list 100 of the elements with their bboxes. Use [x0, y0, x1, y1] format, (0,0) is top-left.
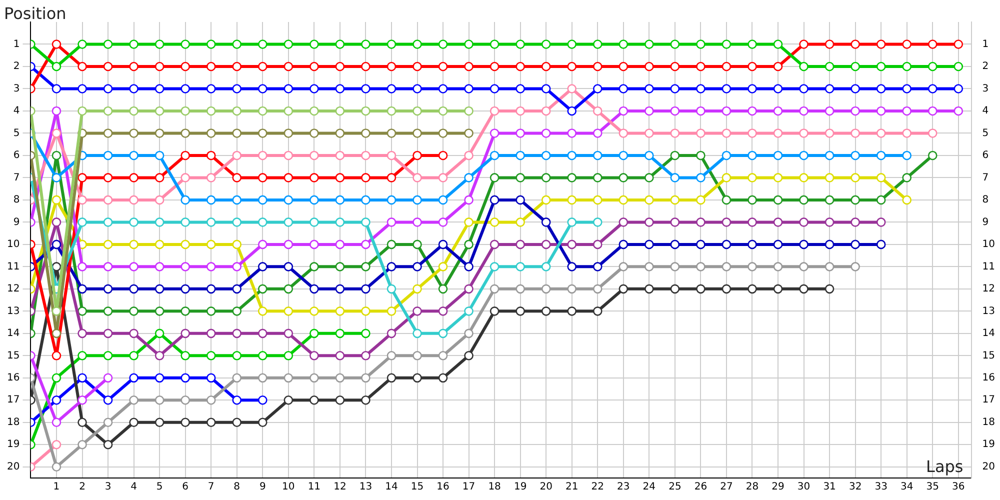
point [335, 62, 345, 72]
point [722, 128, 732, 138]
point [258, 418, 268, 428]
point [258, 218, 268, 227]
point [180, 84, 190, 94]
y-tick-label: 11 [6, 261, 20, 272]
point [386, 328, 396, 338]
point [412, 306, 422, 316]
point [592, 218, 602, 227]
point [232, 262, 242, 272]
point [516, 150, 525, 160]
point [722, 218, 732, 227]
point [516, 262, 525, 272]
point [258, 106, 268, 116]
point [670, 262, 680, 272]
point [876, 150, 886, 160]
point [232, 40, 242, 49]
point [232, 418, 242, 428]
point [180, 128, 190, 138]
point [335, 218, 345, 227]
point [206, 62, 216, 72]
point [284, 150, 294, 160]
x-tick-label: 29 [772, 482, 784, 493]
point [206, 240, 216, 250]
point [567, 195, 577, 205]
point [129, 306, 138, 316]
point [850, 40, 860, 49]
y-tick-label: 19 [6, 439, 20, 450]
point [773, 218, 783, 227]
point [52, 128, 62, 138]
point [824, 106, 834, 116]
point [722, 150, 732, 160]
x-tick-label: 25 [668, 482, 682, 493]
point [258, 84, 268, 94]
y2-tick-label: 5 [982, 128, 989, 139]
point [696, 150, 706, 160]
point [516, 284, 525, 294]
x-tick-label: 9 [259, 482, 266, 493]
point [696, 40, 706, 49]
point [438, 128, 448, 138]
point [541, 306, 551, 316]
point [78, 395, 87, 405]
point [438, 328, 448, 338]
point [103, 128, 113, 138]
y2-tick-label: 13 [982, 306, 996, 317]
point [232, 306, 242, 316]
y-tick-label: 7 [13, 172, 20, 184]
point [592, 62, 602, 72]
point [670, 195, 680, 205]
point [773, 106, 783, 116]
point [592, 84, 602, 94]
point [438, 262, 448, 272]
point [361, 395, 370, 405]
y-tick-label: 12 [6, 284, 20, 295]
point [541, 173, 551, 182]
point [335, 328, 345, 338]
point [696, 173, 706, 182]
point [180, 418, 190, 428]
point [180, 262, 190, 272]
point [129, 62, 138, 72]
point [541, 40, 551, 49]
point [52, 106, 62, 116]
point [438, 106, 448, 116]
point [644, 128, 654, 138]
point [335, 195, 345, 205]
x-tick-label: 22 [591, 482, 604, 493]
point [154, 106, 164, 116]
x-tick-label: 16 [436, 482, 450, 493]
point [78, 351, 87, 360]
point [232, 240, 242, 250]
point [850, 62, 860, 72]
y2-tick-label: 18 [982, 416, 996, 428]
point [824, 84, 834, 94]
point [618, 195, 628, 205]
point [258, 173, 268, 182]
point [103, 262, 113, 272]
point [876, 195, 886, 205]
point [129, 284, 138, 294]
point [310, 84, 319, 94]
point [206, 395, 216, 405]
point [464, 262, 474, 272]
point [180, 240, 190, 250]
point [284, 218, 294, 227]
point [361, 218, 370, 227]
point [412, 328, 422, 338]
point [541, 128, 551, 138]
y2-tick-label: 2 [982, 61, 989, 72]
point [464, 40, 474, 49]
point [129, 128, 138, 138]
point [206, 373, 216, 383]
point [618, 173, 628, 182]
point [206, 84, 216, 94]
point [232, 173, 242, 182]
y2-tick-label: 10 [982, 239, 996, 250]
point [103, 173, 113, 182]
y2-tick-label: 3 [982, 83, 989, 94]
point [850, 173, 860, 182]
point [928, 128, 938, 138]
point [232, 218, 242, 227]
point [618, 128, 628, 138]
